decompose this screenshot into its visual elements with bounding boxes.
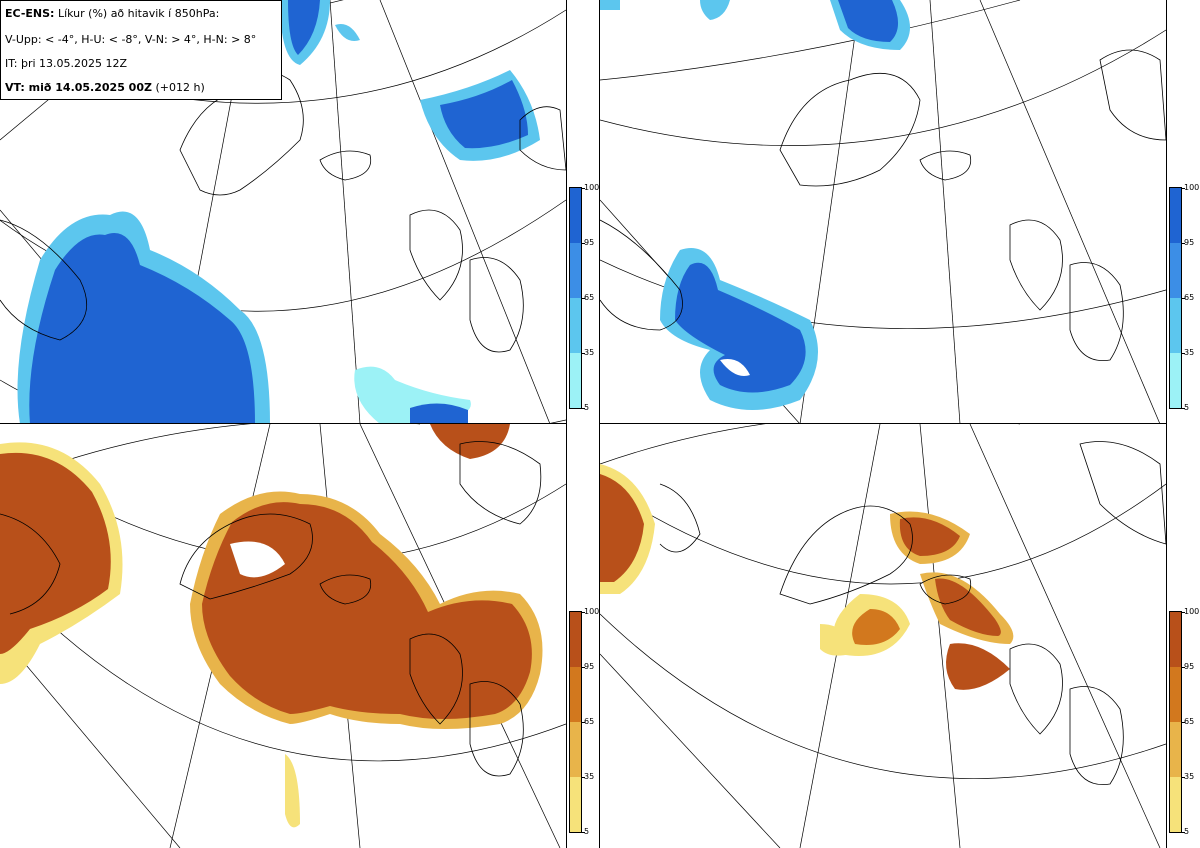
legend-label: 100	[584, 183, 600, 192]
probability-field-blue	[17, 0, 540, 424]
legend-segment	[1170, 777, 1181, 832]
legend-label: 5	[1184, 403, 1190, 412]
map-panel-top-right	[600, 0, 1166, 424]
coastlines	[659, 441, 1166, 786]
panel-divider	[566, 0, 567, 848]
legend-segment	[1170, 188, 1181, 243]
init-time-line: IT: þri 13.05.2025 12Z	[5, 57, 128, 70]
legend-label: 35	[584, 772, 595, 781]
legend-label: 35	[1184, 348, 1195, 357]
title-line-1: EC-ENS: Líkur (%) að hitavik í 850hPa:	[5, 7, 219, 20]
valid-time-line: VT: mið 14.05.2025 00Z (+012 h)	[5, 81, 205, 94]
legend-segment	[1170, 667, 1181, 722]
legend-label: 100	[1184, 183, 1200, 192]
probability-field-blue	[600, 0, 910, 410]
legend-segment	[1170, 243, 1181, 298]
map-graphic-top-right	[600, 0, 1166, 424]
legend-segment	[1170, 612, 1181, 667]
legend-label: 5	[584, 403, 590, 412]
probability-field-orange	[0, 424, 543, 828]
valid-time: VT: mið 14.05.2025 00Z	[5, 81, 152, 94]
panel-divider	[600, 423, 1166, 424]
coastlines	[600, 49, 1166, 362]
legend-segment	[570, 353, 581, 408]
panel-divider	[0, 423, 566, 424]
legend-segment	[570, 612, 581, 667]
legend-segment	[570, 243, 581, 298]
variable-description: Líkur (%) að hitavik í 850hPa:	[57, 7, 220, 20]
legend-label: 95	[584, 662, 595, 671]
coastlines	[0, 71, 566, 353]
legend-blue-top-left: 100 95 65 35 5	[569, 183, 609, 417]
legend-segment	[1170, 298, 1181, 353]
legend-label: 5	[1184, 827, 1190, 836]
map-panel-top-left: EC-ENS: Líkur (%) að hitavik í 850hPa: V…	[0, 0, 566, 424]
map-graphic-bottom-right	[600, 424, 1166, 848]
map-panel-bottom-right	[600, 424, 1166, 848]
legend-segment	[570, 298, 581, 353]
panel-divider	[599, 0, 600, 848]
legend-segment	[570, 188, 581, 243]
legend-label: 100	[584, 607, 600, 616]
map-panel-bottom-left	[0, 424, 566, 848]
legend-segment	[570, 777, 581, 832]
map-graphic-bottom-left	[0, 424, 566, 848]
legend-segment	[570, 722, 581, 777]
legend-label: 35	[1184, 772, 1195, 781]
legend-orange-bottom-right: 100 95 65 35 5	[1169, 607, 1200, 841]
probability-field-orange	[600, 464, 1014, 690]
coastlines	[0, 441, 542, 777]
lead-time: (+012 h)	[155, 81, 205, 94]
legend-orange-bottom-left: 100 95 65 35 5	[569, 607, 609, 841]
legend-label: 65	[584, 717, 595, 726]
legend-label: 95	[584, 238, 595, 247]
legend-label: 65	[1184, 717, 1195, 726]
legend-label: 65	[1184, 293, 1195, 302]
legend-label: 35	[584, 348, 595, 357]
title-box: EC-ENS: Líkur (%) að hitavik í 850hPa: V…	[0, 0, 282, 100]
panel-divider	[1166, 0, 1167, 848]
legend-label: 95	[1184, 662, 1195, 671]
legend-label: 65	[584, 293, 595, 302]
legend-blue-top-right: 100 95 65 35 5	[1169, 183, 1200, 417]
thresholds-line: V-Upp: < -4°, H-U: < -8°, V-N: > 4°, H-N…	[5, 33, 257, 46]
legend-segment	[570, 667, 581, 722]
legend-label: 95	[1184, 238, 1195, 247]
legend-label: 100	[1184, 607, 1200, 616]
map-graphic-top-left	[0, 0, 566, 424]
legend-segment	[1170, 722, 1181, 777]
legend-segment	[1170, 353, 1181, 408]
legend-label: 5	[584, 827, 590, 836]
model-name: EC-ENS:	[5, 7, 55, 20]
